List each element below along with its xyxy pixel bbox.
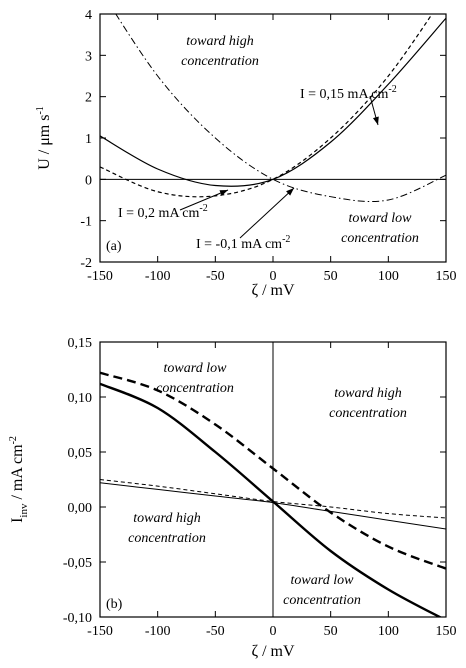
panel-b-anno-high-right-line2: concentration: [329, 406, 407, 421]
panel-a-ytick-label: 4: [85, 8, 92, 23]
panel-b-xtick-label: 0: [270, 624, 277, 639]
panel-a-arrow-i02-head: [219, 190, 228, 196]
panel-a-anno-low-line1: toward low: [349, 211, 413, 226]
panel-a-ytick-label: 0: [85, 173, 92, 188]
panel-a-series-dashed: [100, 14, 433, 198]
panel-b-label: (b): [106, 597, 123, 612]
panel-a-xlabel: ζ / mV: [251, 282, 295, 299]
panel-b-series-thin-dashed: [100, 479, 446, 519]
panel-b-series-thin-solid: [100, 482, 446, 530]
panel-a-series-solid: [100, 17, 446, 187]
panel-a-arrow-i02: [179, 189, 229, 211]
panel-b-xtick-label: -150: [87, 624, 113, 639]
panel-b-ytick-label: -0,05: [63, 556, 92, 571]
panel-b-xlabel: ζ / mV: [251, 643, 295, 660]
panel-b-xtick-label: 50: [324, 624, 338, 639]
panel-a-label-i02: I = 0,2 mA cm-2: [118, 203, 208, 221]
panel-b-curves: [100, 371, 446, 617]
panel-b-ytick-label: 0,00: [68, 501, 93, 516]
panel-a-label-i015: I = 0,15 mA cm-2: [300, 84, 397, 102]
panel-a-ytick-label: 1: [85, 132, 92, 147]
panel-b-anno-low-top-line1: toward low: [164, 361, 228, 376]
panel-b-ytick-label: -0,10: [63, 611, 92, 626]
panel-a: -150 -100 -50 0 50 100 150 -2 -1 0 1 2 3 4 ζ / mV U / μ…: [35, 8, 457, 299]
panel-b-xtick-label: -50: [206, 624, 225, 639]
panel-b-anno-high-left-line1: toward high: [133, 511, 201, 526]
panel-a-label: (a): [106, 239, 122, 254]
panel-b-anno-high-left-line2: concentration: [128, 531, 206, 546]
panel-a-label-im01: I = -0,1 mA cm-2: [196, 234, 290, 252]
panel-b: -150 -100 -50 0 50 100 150 -0,10 -0,05 0,00 0,05 0,…: [8, 336, 457, 660]
panel-b-xtick-label: -100: [145, 624, 171, 639]
panel-a-anno-low-line2: concentration: [341, 231, 419, 246]
panel-a-xtick-label: -150: [87, 269, 113, 284]
panel-b-ytick-label: 0,05: [68, 446, 93, 461]
panel-a-anno-high-line2: concentration: [181, 54, 259, 69]
panel-a-arrow-im01-head: [286, 188, 294, 196]
panel-a-xtick-label: 50: [324, 269, 338, 284]
panel-b-anno-high-right-line1: toward high: [334, 386, 402, 401]
panel-a-curves: [100, 14, 446, 202]
panel-b-anno-low-top-line2: concentration: [156, 381, 234, 396]
panel-b-ytick-label: 0,10: [68, 391, 93, 406]
panel-a-ytick-label: 2: [85, 91, 92, 106]
panel-a-anno-high-line1: toward high: [186, 34, 254, 49]
panel-a-xtick-label: -100: [145, 269, 171, 284]
panel-b-anno-low-bottom-line1: toward low: [291, 573, 355, 588]
panel-a-arrow-i015-head: [372, 116, 379, 125]
panel-a-arrow-im01: [239, 187, 295, 239]
panel-b-anno-low-bottom-line2: concentration: [283, 593, 361, 608]
panel-b-series-thick-dashed: [100, 371, 446, 570]
panel-b-ytick-label: 0,15: [68, 336, 93, 351]
panel-a-series-dashdot: [115, 14, 446, 202]
panel-a-xtick-label: 100: [378, 269, 399, 284]
panel-a-xtick-label: -50: [206, 269, 225, 284]
panel-a-ytick-label: -2: [80, 256, 92, 271]
panel-a-xtick-label: 0: [270, 269, 277, 284]
panel-b-series-thick-solid: [100, 382, 443, 617]
panel-a-ytick-label: 3: [85, 49, 92, 64]
panel-b-xtick-label: 150: [436, 624, 457, 639]
panel-b-xtick-label: 100: [378, 624, 399, 639]
panel-b-ylabel: Iinv / mA cm-2: [8, 436, 30, 523]
panel-a-ylabel: U / μm s-1: [35, 106, 53, 170]
panel-a-ytick-label: -1: [80, 215, 92, 230]
panel-a-xtick-label: 150: [436, 269, 457, 284]
